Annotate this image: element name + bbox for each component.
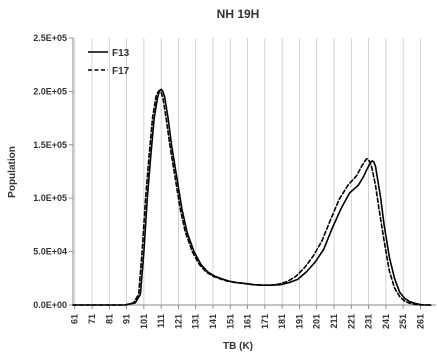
x-tick-label: 61 bbox=[70, 314, 80, 324]
axes bbox=[72, 38, 436, 306]
x-tick-label: 211 bbox=[329, 314, 339, 329]
y-tick-label: 2.0E+05 bbox=[33, 86, 67, 96]
x-tick-label: 251 bbox=[398, 314, 408, 329]
x-tick-labels: 61 71 81 91 101 111 121 131 141 151 161 171 181 191 20… bbox=[70, 314, 426, 329]
grid-lines bbox=[74, 38, 421, 309]
series-line-f17 bbox=[72, 89, 432, 306]
x-tick-label: 181 bbox=[277, 314, 287, 329]
x-tick-label: 81 bbox=[104, 314, 114, 324]
x-tick-label: 101 bbox=[139, 314, 149, 329]
y-tick-label: 1.0E+05 bbox=[33, 193, 67, 203]
x-tick-label: 201 bbox=[312, 314, 322, 329]
x-tick-label: 151 bbox=[225, 314, 235, 329]
x-tick-label: 221 bbox=[346, 314, 356, 329]
x-tick-label: 261 bbox=[415, 314, 425, 329]
x-tick-label: 131 bbox=[191, 314, 201, 329]
x-tick-label: 231 bbox=[364, 314, 374, 329]
x-tick-label: 171 bbox=[260, 314, 270, 329]
series-lines bbox=[72, 88, 432, 306]
legend-label-f13: F13 bbox=[112, 48, 130, 59]
legend-label-f17: F17 bbox=[112, 66, 130, 77]
x-tick-label: 91 bbox=[122, 314, 132, 324]
x-tick-label: 241 bbox=[381, 314, 391, 329]
chart-title: NH 19H bbox=[217, 7, 260, 21]
y-tick-label: 2.5E+05 bbox=[33, 33, 67, 43]
x-tick-label: 141 bbox=[208, 314, 218, 329]
y-tick-label: 5.0E+04 bbox=[33, 247, 67, 257]
y-tick-label: 1.5E+05 bbox=[33, 140, 67, 150]
y-axis-label: Population bbox=[7, 146, 18, 198]
x-tick-label: 71 bbox=[87, 314, 97, 324]
x-tick-label: 121 bbox=[173, 314, 183, 329]
x-axis-label: TB (K) bbox=[223, 341, 253, 352]
x-tick-label: 161 bbox=[243, 314, 253, 329]
y-tick-labels: 0.0E+00 5.0E+04 1.0E+05 1.5E+05 2.0E+05 2.5E+… bbox=[33, 33, 73, 310]
y-tick-label: 0.0E+00 bbox=[33, 300, 67, 310]
x-tick-label: 111 bbox=[156, 314, 166, 328]
legend: F13 F17 bbox=[88, 48, 130, 77]
x-tick-label: 191 bbox=[294, 314, 304, 329]
